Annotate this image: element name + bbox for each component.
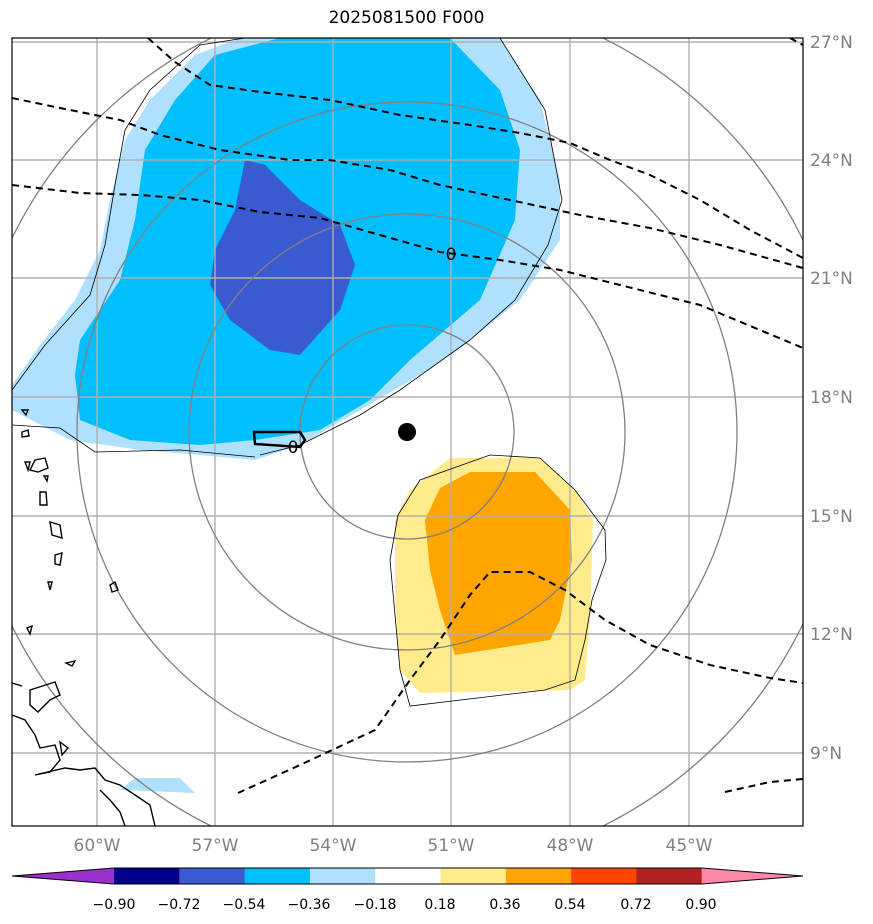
- colorbar-tick-label: 0.18: [424, 897, 455, 913]
- lat-label: 18°N: [810, 388, 853, 408]
- colorbar-tick-label: −0.36: [288, 897, 331, 913]
- contour-label-upper: 0: [446, 245, 457, 265]
- colorbar-segment: [636, 868, 703, 884]
- colorbar-tick-label: −0.54: [223, 897, 266, 913]
- lat-label: 27°N: [810, 33, 853, 53]
- thin-contours: [12, 38, 607, 707]
- anomaly-orange-region: [425, 472, 572, 655]
- colorbar: [11, 867, 804, 885]
- lon-label: 57°W: [192, 836, 239, 856]
- colorbar-outline: [11, 867, 804, 885]
- colorbar-tick-labels: −0.90 −0.72 −0.54 −0.36 −0.18 0.18 0.36 …: [93, 897, 717, 913]
- range-rings: [12, 38, 803, 826]
- lat-label: 24°N: [810, 151, 853, 171]
- lon-label: 54°W: [310, 836, 357, 856]
- anomaly-dark-blue-region: [210, 160, 355, 355]
- lat-label: 9°N: [810, 744, 842, 764]
- colorbar-segment: [244, 868, 311, 884]
- colorbar-segment: [309, 868, 376, 884]
- colorbar-tick-label: 0.90: [685, 897, 716, 913]
- lon-label: 48°W: [547, 836, 594, 856]
- colorbar-tick-label: −0.90: [93, 897, 136, 913]
- colorbar-segment: [179, 868, 246, 884]
- colorbar-segment: [114, 868, 180, 884]
- coastlines: [12, 409, 156, 826]
- colorbar-tick-label: −0.72: [158, 897, 201, 913]
- colorbar-segment: [375, 868, 441, 884]
- lon-label: 60°W: [74, 836, 121, 856]
- colorbar-tick-label: 0.54: [554, 897, 585, 913]
- lat-label: 21°N: [810, 269, 853, 289]
- map-area: 0 0: [12, 38, 803, 826]
- colorbar-extend-high: [701, 868, 803, 884]
- lon-label: 51°W: [428, 836, 475, 856]
- colorbar-segment: [505, 868, 572, 884]
- colorbar-tick-label: −0.18: [354, 897, 397, 913]
- colorbar-segment: [440, 868, 507, 884]
- colorbar-tick-label: 0.36: [489, 897, 520, 913]
- zero-contour-loop: [252, 430, 307, 449]
- colorbar-extend-low: [12, 868, 114, 884]
- anomaly-small-blue-patch: [120, 778, 195, 793]
- latitude-labels: 27°N 24°N 21°N 18°N 15°N 12°N 9°N: [810, 33, 853, 764]
- gridlines: [12, 38, 803, 826]
- storm-center-marker: [398, 423, 416, 441]
- lon-label: 45°W: [666, 836, 713, 856]
- map-frame: [11, 37, 804, 827]
- colorbar-tick-label: 0.72: [620, 897, 651, 913]
- dashed-contours: [12, 38, 803, 794]
- contour-label-lower: 0: [288, 438, 299, 458]
- lat-label: 15°N: [810, 507, 853, 527]
- colorbar-segment: [571, 868, 637, 884]
- map-title: 2025081500 F000: [328, 8, 485, 28]
- longitude-labels: 60°W 57°W 54°W 51°W 48°W 45°W: [74, 836, 713, 856]
- lat-label: 12°N: [810, 625, 853, 645]
